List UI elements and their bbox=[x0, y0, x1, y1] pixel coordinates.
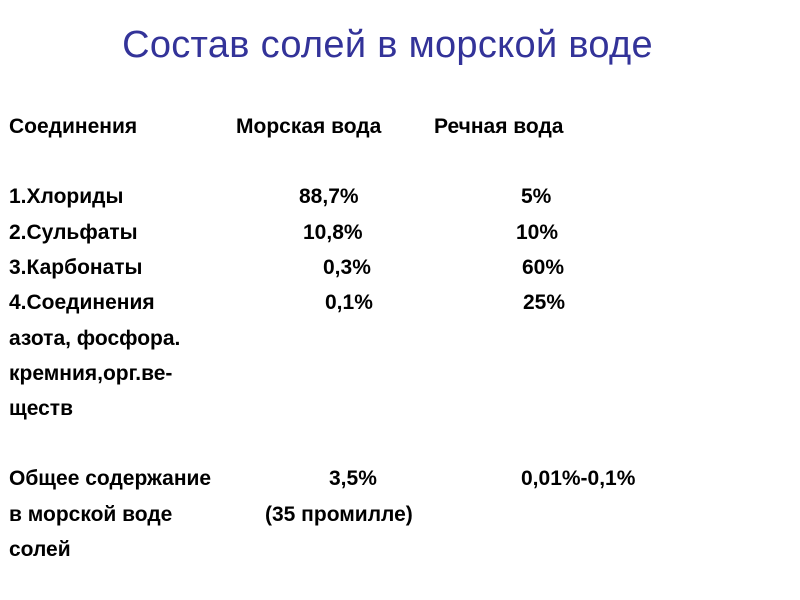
total-sea-value: 3,5% bbox=[329, 467, 377, 490]
total-label-line: Общее содержание bbox=[9, 467, 212, 490]
row-sea-value: 0,3% bbox=[323, 256, 371, 279]
total-sea-note: (35 промилле) bbox=[265, 503, 413, 526]
row-sea-value: 88,7% bbox=[299, 185, 359, 208]
row-sea-value: 10,8% bbox=[303, 221, 363, 244]
total-label-line: в морской воде bbox=[9, 503, 173, 526]
header-compound: Соединения bbox=[9, 115, 138, 138]
total-label-line: солей bbox=[9, 538, 71, 561]
row-compound-line: азота, фосфора. bbox=[9, 327, 181, 350]
row-compound-line: 4.Соединения bbox=[9, 291, 155, 314]
row-compound: 1.Хлориды bbox=[9, 185, 124, 208]
row-compound-line: ществ bbox=[9, 397, 73, 420]
row-river-value: 10% bbox=[516, 221, 559, 244]
row-compound-line: кремния,орг.ве- bbox=[9, 362, 173, 385]
row-river-value: 60% bbox=[522, 256, 565, 279]
slide-title: Состав солей в морской воде bbox=[122, 24, 653, 66]
row-compound: 3.Карбонаты bbox=[9, 256, 143, 279]
row-river-value: 25% bbox=[523, 291, 566, 314]
header-sea-water: Морская вода bbox=[236, 115, 382, 138]
row-river-value: 5% bbox=[521, 185, 552, 208]
row-compound: 2.Сульфаты bbox=[9, 221, 138, 244]
total-river-value: 0,01%-0,1% bbox=[521, 467, 636, 490]
row-sea-value: 0,1% bbox=[325, 291, 373, 314]
header-river-water: Речная вода bbox=[434, 115, 564, 138]
